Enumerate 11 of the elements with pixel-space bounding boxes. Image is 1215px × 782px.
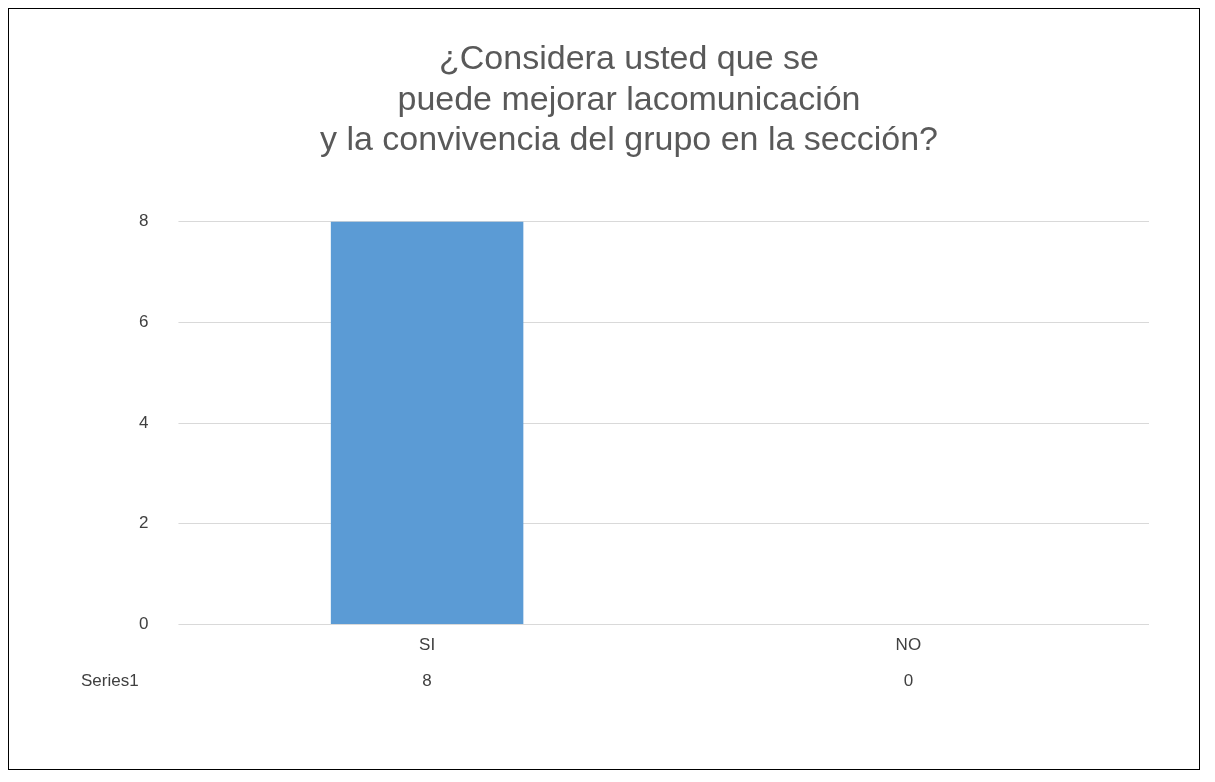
- y-tick-label: 8: [138, 211, 149, 231]
- x-tick-label: NO: [895, 635, 922, 655]
- y-tick-label: 2: [138, 513, 149, 533]
- chart-title: ¿Considera usted que se puede mejorar lacomunicación y la convivencia del grupo en la sección?: [319, 37, 939, 158]
- data-label: 8: [422, 670, 432, 690]
- text: Series1: [81, 670, 139, 690]
- y-tick-label: 4: [138, 412, 149, 432]
- y-tick-label: 0: [138, 614, 149, 634]
- y-tick-label: 6: [138, 311, 149, 331]
- data-label: 0: [903, 670, 914, 690]
- x-tick-label: SI: [419, 635, 436, 655]
